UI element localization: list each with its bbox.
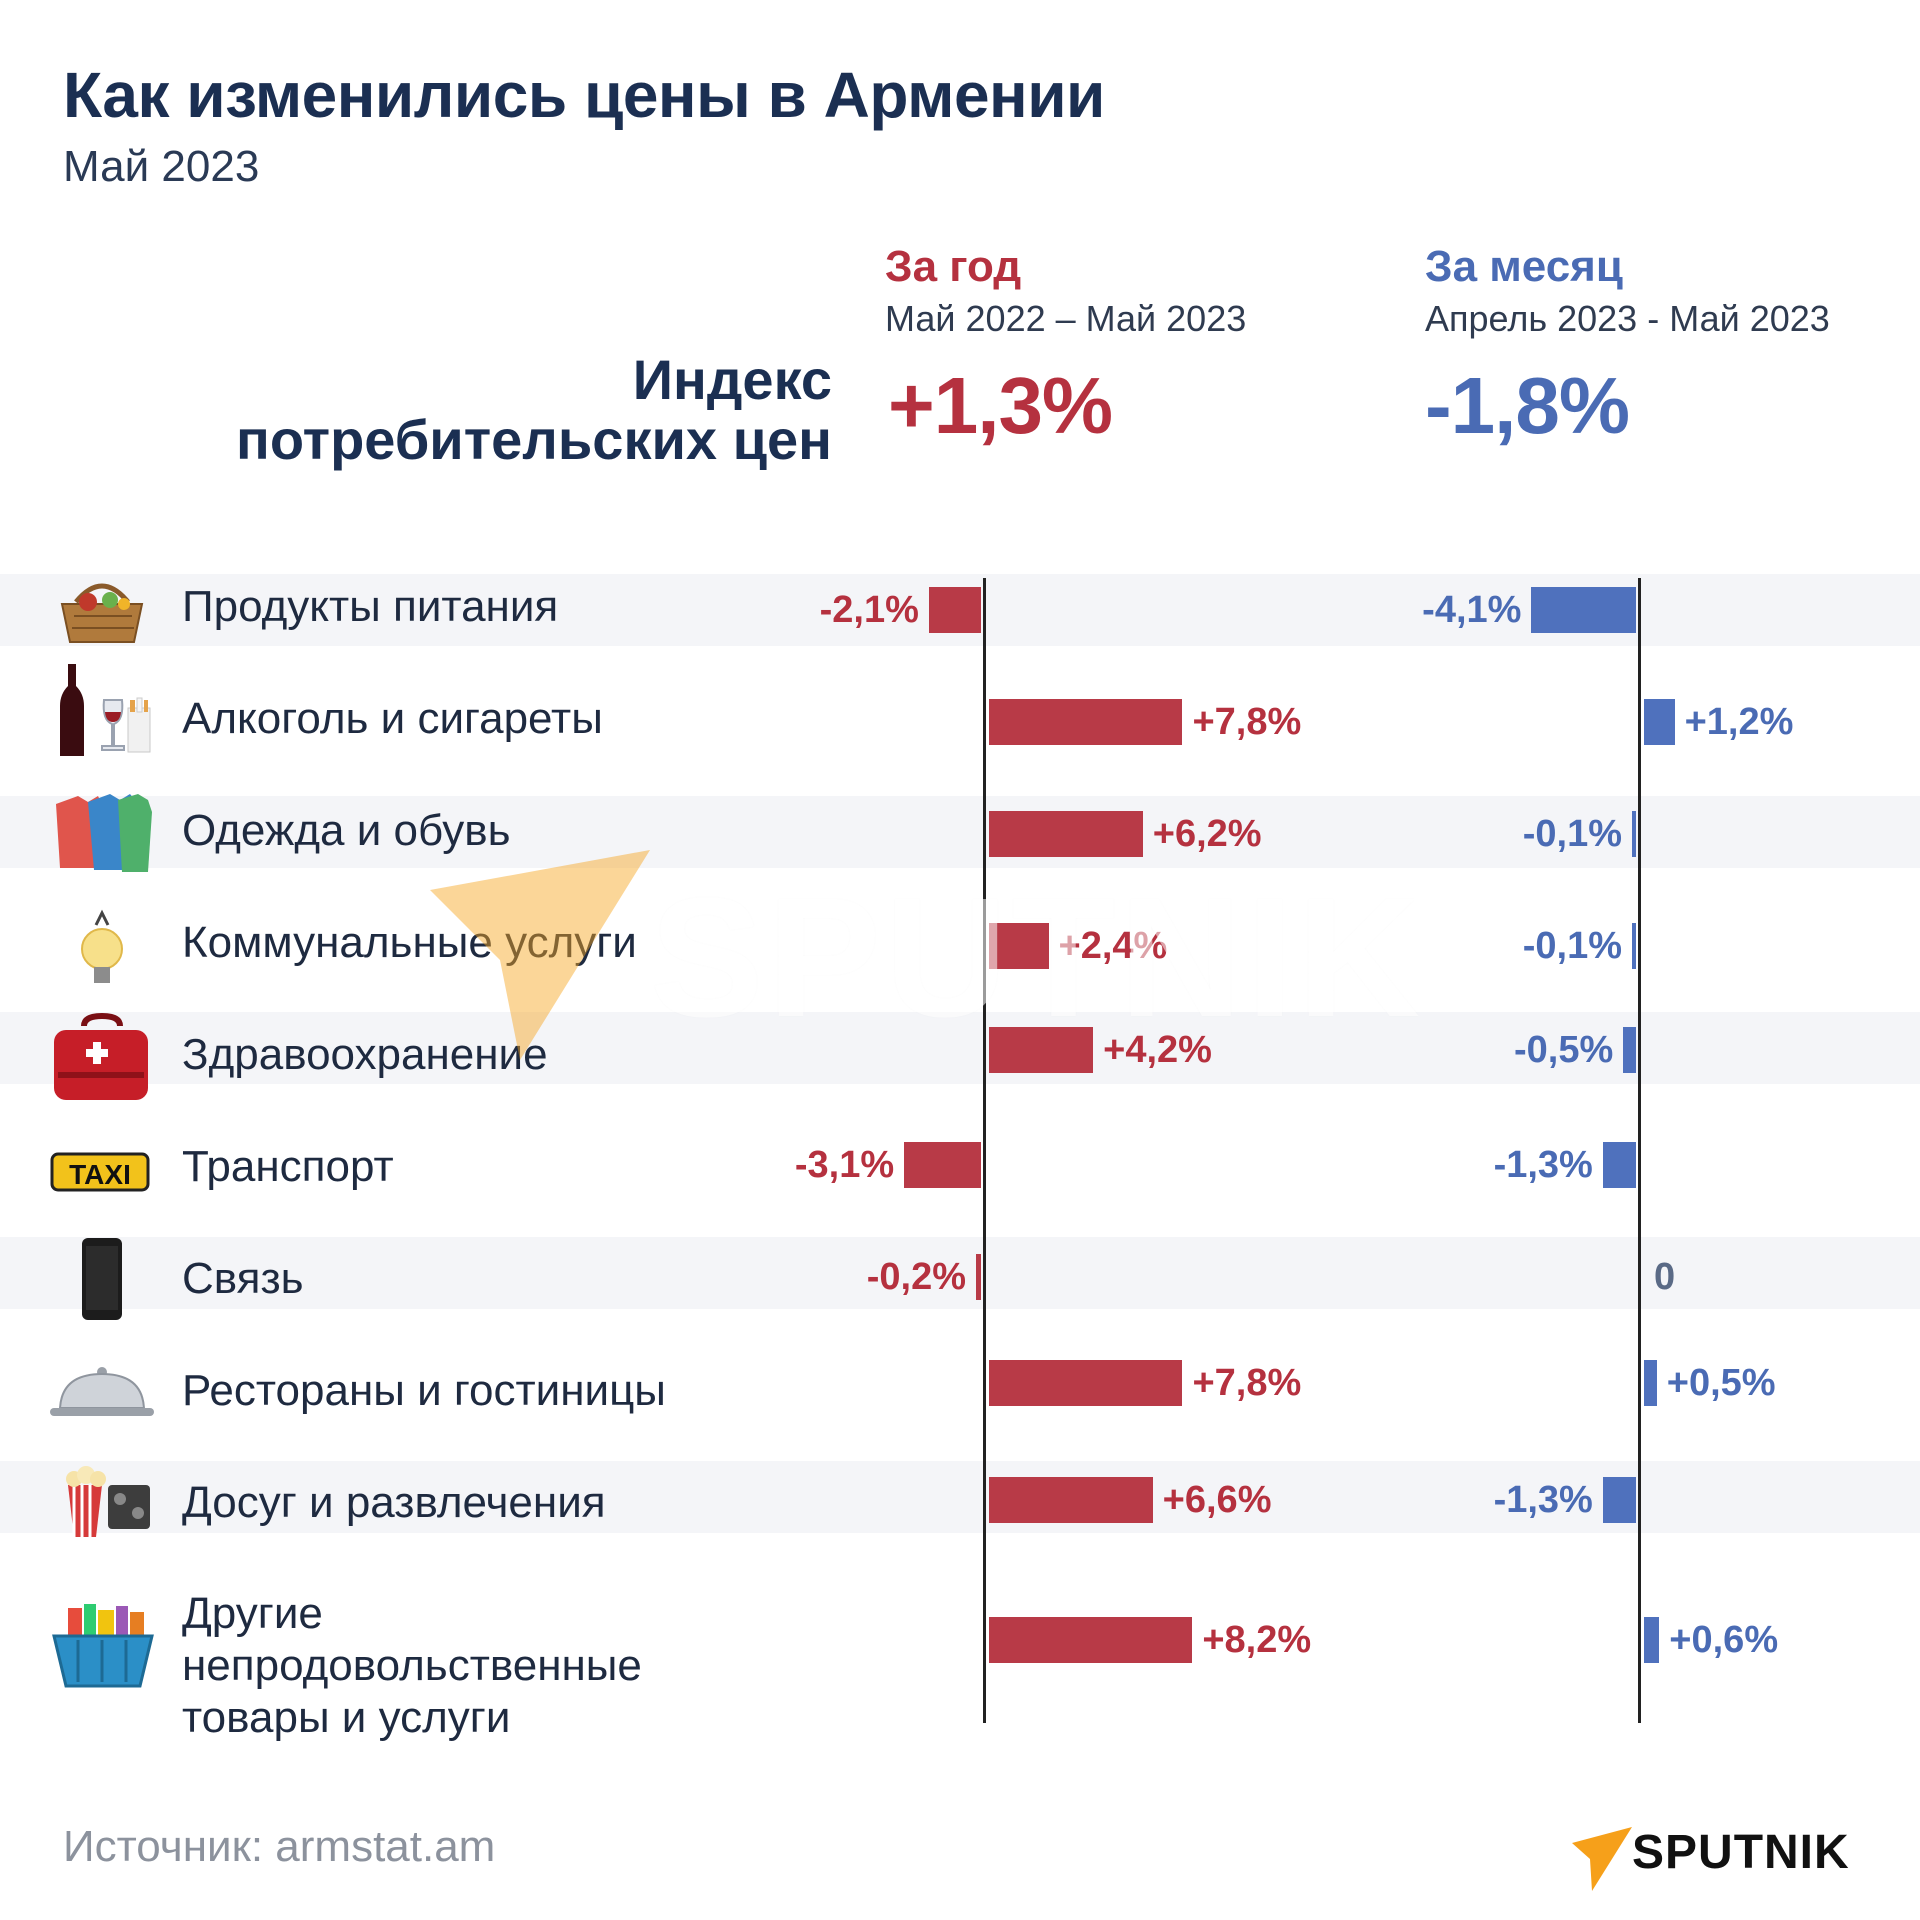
cpi-label-line-1: Индекс: [632, 348, 832, 411]
year-bar: [989, 923, 1049, 969]
category-label: Другие непродовольственные товары и услу…: [182, 1589, 642, 1742]
category-label: Здравоохранение: [182, 1030, 548, 1079]
year-bar: [928, 587, 981, 633]
sputnik-logo-text: SPUTNIK: [1632, 1826, 1850, 1879]
year-value-label: +7,8%: [1192, 701, 1302, 743]
mobile-phone-icon: [82, 1238, 122, 1320]
svg-text:TAXI: TAXI: [69, 1159, 131, 1190]
year-value-label: -0,2%: [866, 1256, 967, 1298]
year-bar: [989, 811, 1143, 857]
chart-title: Как изменились цены в Армении: [63, 59, 1105, 131]
year-bar: [976, 1254, 981, 1300]
month-bar: [1644, 1360, 1657, 1406]
month-zero-axis: [1638, 578, 1641, 1723]
month-value-label: -0,1%: [1522, 925, 1622, 967]
cloche-icon: [50, 1367, 154, 1416]
wine-cigarettes-icon: [60, 664, 151, 756]
taxi-sign-icon: TAXI: [50, 1152, 150, 1192]
category-label: Рестораны и гостиницы: [182, 1366, 666, 1415]
month-bar: [1602, 1142, 1636, 1188]
month-value-label: -1,3%: [1493, 1144, 1593, 1186]
sputnik-watermark: SPUTNIK: [430, 850, 1530, 1060]
month-column-title: За месяц: [1425, 242, 1623, 291]
category-label: Связь: [182, 1254, 304, 1303]
month-value-label: +0,6%: [1669, 1619, 1779, 1661]
sputnik-logo: SPUTNIK: [1570, 1815, 1870, 1895]
month-bar: [1623, 1027, 1636, 1073]
watermark-arrow-icon: [430, 850, 650, 1060]
month-total-value: -1,8%: [1425, 361, 1630, 450]
watermark-text: SPUTNIK: [650, 863, 1425, 1053]
row-stripe: [0, 1461, 1920, 1533]
row-stripe: [0, 796, 1920, 868]
category-label: Одежда и обувь: [182, 806, 511, 855]
year-value-label: +6,6%: [1162, 1479, 1272, 1521]
year-bar: [989, 1360, 1183, 1406]
year-value-label: +6,2%: [1152, 813, 1262, 855]
source-note: Источник: armstat.am: [63, 1822, 496, 1871]
month-value-label: +0,5%: [1666, 1362, 1776, 1404]
row-stripe: [0, 1012, 1920, 1084]
month-bar: [1632, 811, 1636, 857]
year-value-label: +8,2%: [1202, 1619, 1312, 1661]
year-bar: [904, 1142, 981, 1188]
year-bar: [989, 1617, 1193, 1663]
first-aid-bag-icon: [54, 1012, 148, 1100]
month-bar: [1602, 1477, 1636, 1523]
month-value-label: -0,5%: [1513, 1029, 1614, 1071]
category-label: Транспорт: [182, 1142, 394, 1191]
month-value-label: 0: [1654, 1256, 1676, 1298]
shirts-icon: [56, 794, 152, 872]
sputnik-arrow-icon: [1572, 1827, 1632, 1891]
chart-subtitle: Май 2023: [63, 142, 260, 191]
month-value-label: -0,1%: [1522, 813, 1622, 855]
month-bar: [1644, 1617, 1660, 1663]
month-bar: [1632, 923, 1636, 969]
light-bulb-icon: [81, 909, 123, 983]
month-column-period: Апрель 2023 - Май 2023: [1425, 298, 1830, 339]
year-value-label: +4,2%: [1103, 1029, 1212, 1071]
year-value-label: -3,1%: [794, 1144, 895, 1186]
year-zero-axis: [983, 578, 986, 1723]
shopping-basket-icon: [52, 1604, 154, 1688]
cpi-label-line-2: потребительских цен: [236, 408, 832, 471]
year-value-label: +2,4%: [1058, 925, 1168, 967]
month-bar: [1644, 699, 1675, 745]
category-label: Продукты питания: [182, 582, 559, 631]
category-label: Алкоголь и сигареты: [182, 694, 603, 743]
year-bar: [989, 1027, 1094, 1073]
row-stripe: [0, 1237, 1920, 1309]
month-value-label: -1,3%: [1493, 1479, 1593, 1521]
year-column-period: Май 2022 – Май 2023: [885, 298, 1247, 339]
year-column-title: За год: [885, 242, 1022, 291]
food-basket-icon: [60, 583, 144, 643]
year-bar: [989, 699, 1183, 745]
year-bar: [989, 1477, 1153, 1523]
year-value-label: +7,8%: [1192, 1362, 1302, 1404]
popcorn-film-icon: [66, 1466, 150, 1537]
category-label: Досуг и развлечения: [182, 1478, 606, 1527]
month-value-label: +1,2%: [1684, 701, 1794, 743]
category-label: Коммунальные услуги: [182, 918, 637, 967]
year-total-value: +1,3%: [888, 361, 1113, 450]
cpi-label: Индекс потребительских цен: [236, 350, 832, 470]
month-bar: [1531, 587, 1636, 633]
year-value-label: -2,1%: [819, 589, 919, 631]
month-value-label: -4,1%: [1422, 589, 1522, 631]
